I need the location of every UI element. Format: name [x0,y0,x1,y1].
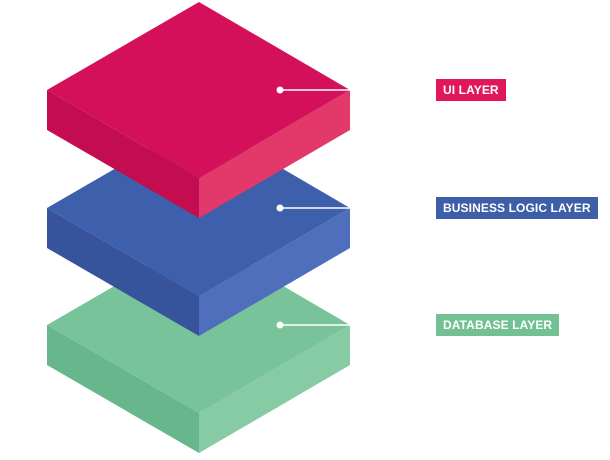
database-layer-connector-dot [276,321,284,329]
business-logic-layer-left-face [47,208,199,336]
business-logic-layer-label: BUSINESS LOGIC LAYER [436,197,598,219]
database-layer-connector [276,321,350,329]
business-logic-layer-connector [276,204,350,212]
database-layer-left-face [47,325,199,453]
ui-layer-top-face [47,2,350,178]
ui-layer-label: UI LAYER [436,79,506,101]
ui-layer-right-face [199,90,350,218]
ui-layer-connector [276,86,350,94]
ui-layer-connector-dot [276,86,284,94]
database-layer-label: DATABASE LAYER [436,314,560,336]
ui-layer-block [47,2,350,218]
business-logic-layer-connector-dot [276,204,284,212]
business-logic-layer-right-face [199,208,350,336]
database-layer-right-face [199,325,350,453]
ui-layer-left-face [47,90,199,218]
